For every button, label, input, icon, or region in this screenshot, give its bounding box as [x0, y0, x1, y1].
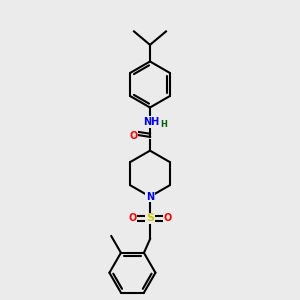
Text: NH: NH: [143, 117, 160, 127]
Text: S: S: [146, 213, 154, 224]
Text: O: O: [128, 213, 136, 224]
Text: O: O: [129, 131, 137, 141]
Text: O: O: [164, 213, 172, 224]
Text: H: H: [160, 120, 167, 129]
Text: N: N: [146, 192, 154, 202]
